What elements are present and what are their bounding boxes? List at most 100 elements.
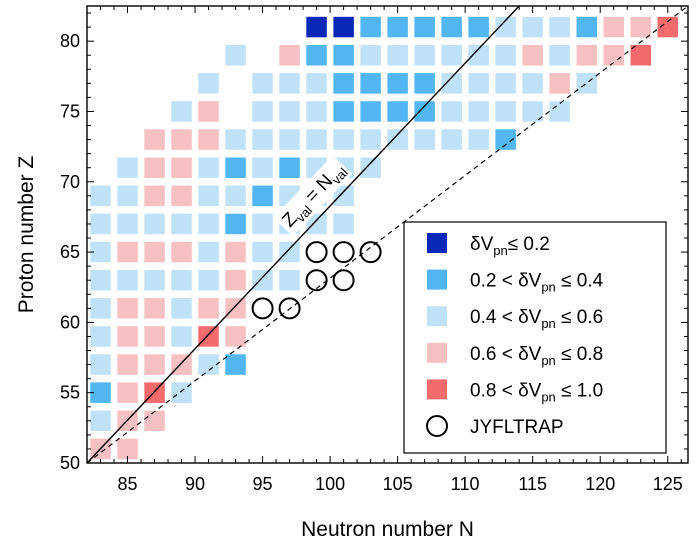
data-cell — [117, 241, 138, 263]
y-tick-label: 75 — [60, 101, 80, 121]
data-cell — [495, 16, 516, 38]
data-cell — [252, 213, 273, 235]
data-cell — [171, 326, 192, 347]
data-cell — [522, 45, 543, 66]
data-cell — [333, 16, 354, 38]
data-cell — [90, 213, 111, 235]
data-cell — [468, 101, 489, 122]
legend-swatch — [427, 379, 447, 400]
data-cell — [468, 129, 489, 150]
x-tick-label: 95 — [253, 474, 273, 494]
data-cell — [279, 101, 300, 122]
data-cell — [306, 129, 327, 150]
legend-label: 0.4 < δVpn ≤ 0.6 — [470, 307, 603, 331]
data-cell — [333, 185, 354, 207]
data-cell — [387, 45, 408, 66]
data-cell — [198, 326, 219, 347]
data-cell — [117, 382, 138, 403]
data-cell — [252, 157, 273, 178]
data-cell — [576, 45, 597, 66]
data-cell — [144, 298, 165, 319]
data-cell — [144, 410, 165, 432]
x-tick-label: 105 — [383, 474, 413, 494]
data-cell — [468, 45, 489, 66]
x-axis-title: Neutron number N — [301, 518, 474, 541]
data-cell — [495, 129, 516, 150]
data-cell — [387, 73, 408, 94]
data-cell — [225, 354, 246, 375]
jyfltrap-circle — [332, 269, 355, 292]
data-cell — [117, 269, 138, 291]
x-tick-label: 100 — [315, 474, 345, 494]
y-tick-label: 70 — [60, 172, 80, 192]
data-cell — [522, 73, 543, 94]
x-tick-label: 125 — [653, 474, 683, 494]
data-cell — [279, 269, 300, 291]
data-cell — [171, 185, 192, 207]
data-cell — [333, 45, 354, 66]
data-cell — [279, 45, 300, 66]
data-cell — [306, 45, 327, 66]
data-cell — [468, 16, 489, 38]
y-tick-label: 60 — [60, 312, 80, 332]
data-cell — [306, 16, 327, 38]
data-cell — [252, 185, 273, 207]
data-cell — [495, 101, 516, 122]
data-cell — [198, 241, 219, 263]
data-cell — [90, 269, 111, 291]
data-cell — [225, 45, 246, 66]
legend-box — [403, 221, 667, 454]
data-cell — [144, 241, 165, 263]
data-cell — [117, 298, 138, 319]
data-cell — [360, 101, 381, 122]
data-cell — [117, 185, 138, 207]
y-tick-label: 80 — [60, 31, 80, 51]
data-cell — [198, 129, 219, 150]
data-cell — [198, 185, 219, 207]
data-cell — [549, 101, 570, 122]
y-tick-label: 55 — [60, 383, 80, 403]
data-cell — [522, 16, 543, 38]
data-cell — [414, 73, 435, 94]
data-cell — [90, 185, 111, 207]
data-cell — [495, 73, 516, 94]
data-cell — [306, 73, 327, 94]
data-cell — [252, 129, 273, 150]
data-cell — [225, 326, 246, 347]
data-cell — [441, 73, 462, 94]
data-cell — [252, 269, 273, 291]
data-cell — [576, 16, 597, 38]
z-equals-n-label: Zval = Nval — [278, 159, 351, 234]
y-axis-title: Proton number Z — [15, 156, 38, 314]
legend-circle — [426, 415, 448, 437]
data-cells — [90, 16, 678, 460]
data-cell — [171, 354, 192, 375]
data-cell — [549, 16, 570, 38]
data-cell — [144, 157, 165, 178]
data-cell — [360, 45, 381, 66]
data-cell — [252, 101, 273, 122]
data-cell — [441, 101, 462, 122]
z-equals-n-line — [86, 5, 520, 464]
data-cell — [630, 16, 651, 38]
data-cell — [171, 298, 192, 319]
data-cell — [198, 157, 219, 178]
data-cell — [603, 45, 624, 66]
data-cell — [90, 354, 111, 375]
data-cell — [549, 73, 570, 94]
data-cell — [198, 298, 219, 319]
data-cell — [117, 354, 138, 375]
legend-swatch — [427, 342, 447, 363]
jyfltrap-circle — [251, 297, 274, 320]
x-tick-label: 115 — [518, 474, 547, 494]
data-cell — [144, 354, 165, 375]
data-cell — [171, 269, 192, 291]
jyfltrap-circle — [305, 269, 328, 292]
data-cell — [171, 213, 192, 235]
data-cell — [387, 129, 408, 150]
data-cell — [198, 213, 219, 235]
data-cell — [495, 45, 516, 66]
data-cell — [387, 101, 408, 122]
data-cell — [171, 129, 192, 150]
data-cell — [117, 213, 138, 235]
